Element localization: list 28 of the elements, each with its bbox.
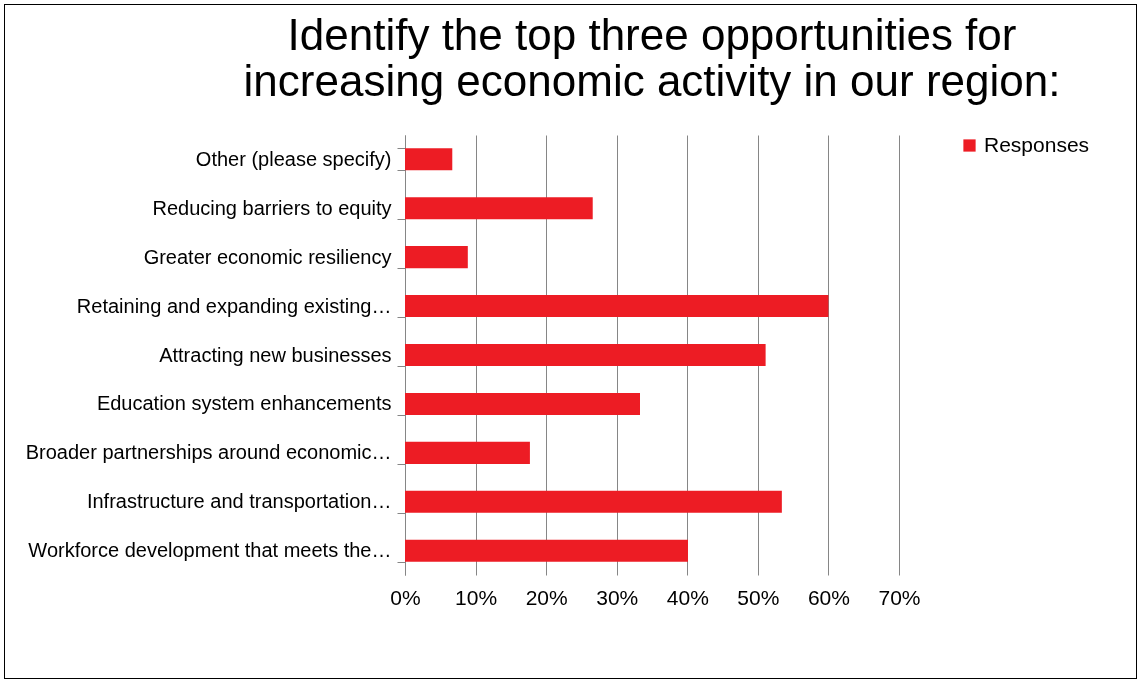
x-tick-label: 70% [878, 585, 921, 609]
bar [405, 197, 593, 220]
y-tick-label: Attracting new businesses [159, 343, 392, 366]
x-tick-label: 30% [596, 585, 639, 609]
y-tick-label: Infrastructure and transportation… [86, 490, 392, 513]
y-tick-label: Broader partnerships around economic… [25, 441, 392, 464]
y-tick-label: Reducing barriers to equity [152, 196, 392, 219]
y-tick-label: Other (please specify) [195, 147, 392, 170]
legend-label: Responses [984, 132, 1090, 156]
chart-title: Identify the top three opportunities for increasing economic activity in our region: [243, 10, 1061, 105]
x-tick-label: 50% [737, 585, 780, 609]
bar [405, 148, 453, 171]
x-tick-label: 40% [666, 585, 709, 609]
y-tick-label: Education system enhancements [96, 392, 392, 415]
bar [405, 343, 766, 367]
bar [405, 441, 530, 464]
x-tick-label: 0% [390, 585, 421, 609]
bar [405, 392, 640, 415]
bar [405, 539, 688, 562]
y-tick-label: Workforce development that meets the… [28, 539, 392, 562]
x-tick-label: 20% [525, 585, 568, 609]
bar [405, 295, 829, 318]
x-tick-label: 60% [807, 585, 850, 609]
x-tick-label: 10% [455, 585, 498, 609]
y-tick-label: Retaining and expanding existing… [76, 294, 392, 317]
bar [405, 490, 782, 513]
y-tick-label: Greater economic resiliency [143, 245, 392, 268]
bar [405, 246, 468, 269]
